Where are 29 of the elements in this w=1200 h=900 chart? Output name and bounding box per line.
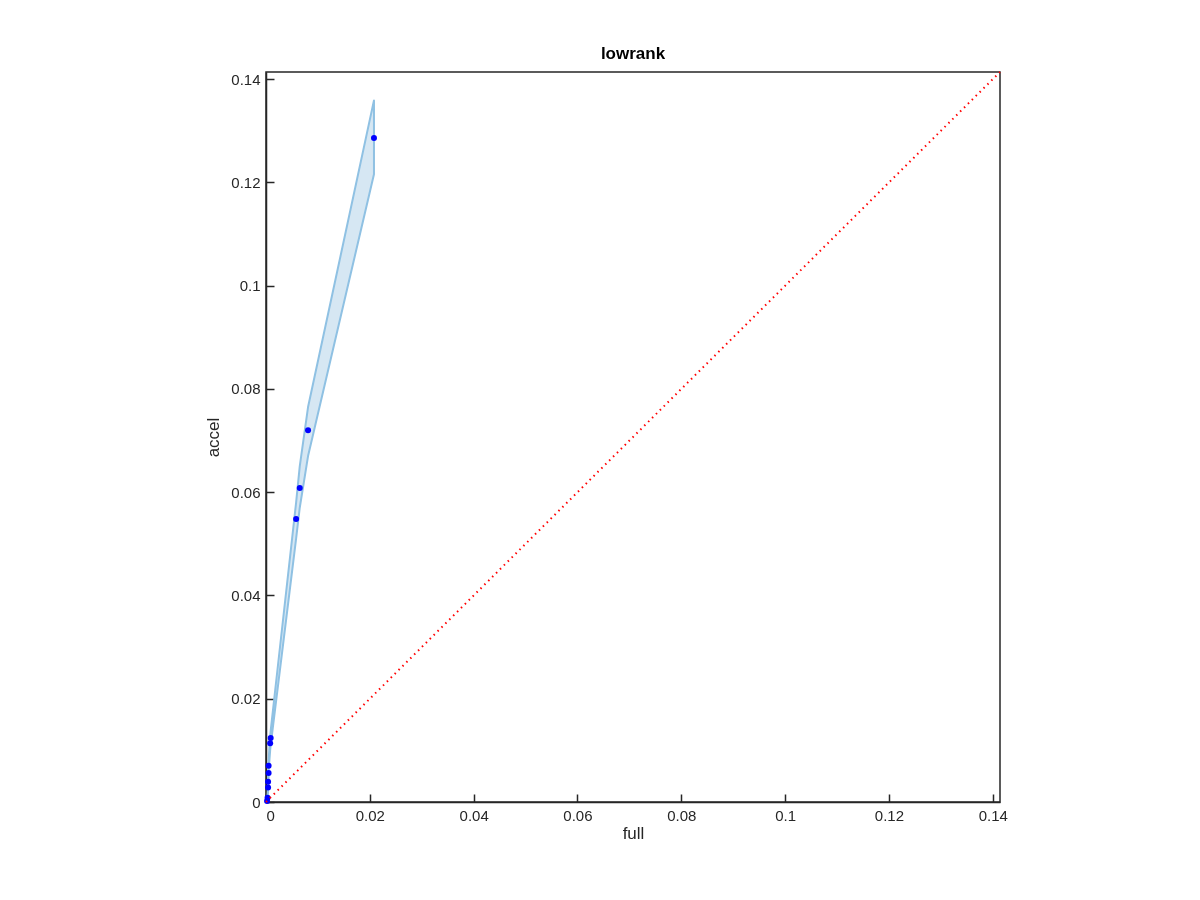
x-tick-label: 0.06 — [563, 806, 593, 824]
x-tick-label: 0.1 — [775, 806, 797, 824]
y-tick-label: 0.08 — [231, 380, 261, 398]
x-tick-label: 0.12 — [874, 806, 905, 824]
point — [296, 485, 303, 492]
point — [267, 740, 274, 747]
x-axis-title: full — [622, 823, 645, 843]
x-tick-label: 0.14 — [978, 806, 1008, 824]
point — [265, 770, 272, 777]
y-tick-label: 0.06 — [231, 483, 261, 501]
y-tick-label: 0.12 — [231, 173, 261, 191]
x-tick-label: 0.04 — [459, 806, 489, 824]
x-tick-label: 0 — [266, 806, 275, 824]
chart-title: lowrank — [600, 44, 666, 63]
point — [293, 516, 300, 523]
point — [265, 778, 272, 785]
y-tick-label: 0.04 — [231, 586, 261, 604]
point — [305, 427, 312, 434]
x-tick-label: 0.02 — [355, 806, 385, 824]
point — [265, 762, 272, 769]
y-tick-label: 0.02 — [231, 690, 261, 708]
point — [267, 734, 274, 741]
x-tick-label: 0.08 — [667, 806, 697, 824]
y-tick-label: 0.14 — [231, 70, 261, 88]
y-tick-label: 0 — [252, 793, 261, 811]
y-axis-title: accel — [204, 417, 224, 458]
point — [265, 784, 272, 791]
y-tick-label: 0.1 — [239, 277, 261, 295]
point — [370, 135, 377, 142]
